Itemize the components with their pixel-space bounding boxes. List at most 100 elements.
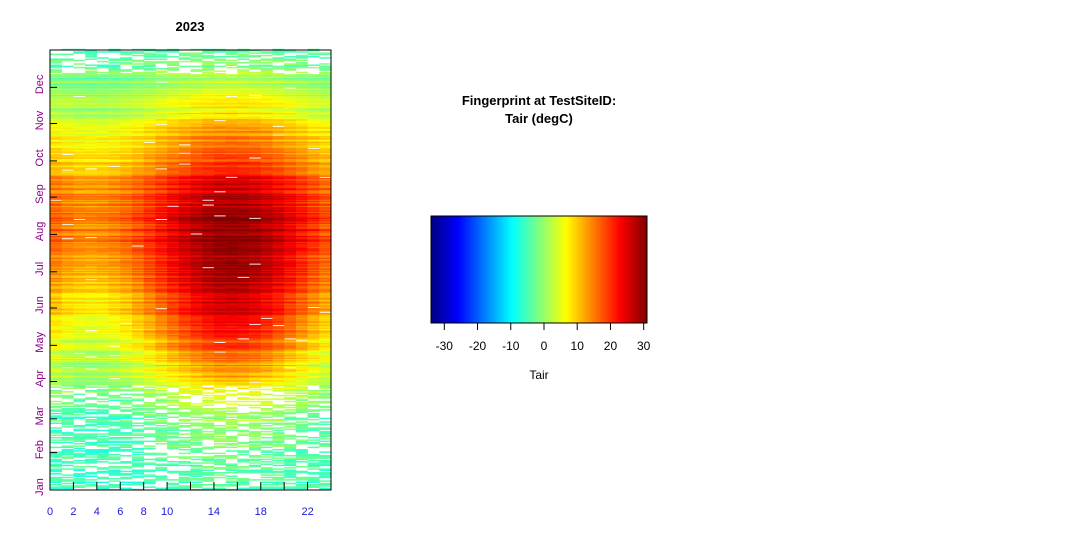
- heatmap-cell: [284, 233, 297, 235]
- heatmap-cell: [143, 423, 156, 426]
- heatmap-cell: [272, 286, 285, 288]
- heatmap-cell: [307, 280, 320, 282]
- heatmap-cell: [190, 408, 203, 410]
- heatmap-cell: [108, 408, 121, 410]
- heatmap-cell: [61, 479, 74, 481]
- heatmap-cell: [85, 192, 98, 194]
- heatmap-cell: [190, 473, 203, 475]
- heatmap-cell: [108, 465, 121, 468]
- heatmap-cell: [213, 203, 226, 205]
- heatmap-cell: [213, 353, 226, 356]
- heatmap-cell: [202, 241, 215, 244]
- heatmap-cell: [202, 361, 215, 363]
- heatmap-cell: [108, 368, 121, 370]
- heatmap-cell: [108, 389, 121, 392]
- heatmap-cell: [190, 379, 203, 381]
- heatmap-cell: [73, 201, 86, 204]
- heatmap-cell: [143, 403, 156, 405]
- heatmap-cell: [284, 461, 297, 463]
- heatmap-cell: [190, 353, 203, 356]
- heatmap-cell: [295, 440, 308, 443]
- heatmap-cell: [50, 216, 63, 218]
- heatmap-cell: [167, 213, 180, 216]
- heatmap-cell: [167, 371, 180, 374]
- heatmap-cell: [108, 268, 121, 270]
- heatmap-cell: [249, 342, 262, 345]
- heatmap-cell: [50, 379, 63, 381]
- heatmap-cell: [213, 273, 226, 275]
- heatmap-cell: [73, 275, 86, 277]
- heatmap-cell: [190, 439, 203, 441]
- heatmap-cell: [73, 236, 86, 239]
- heatmap-cell: [61, 229, 74, 232]
- heatmap-cell: [295, 235, 308, 238]
- heatmap-cell: [61, 451, 74, 453]
- heatmap-cell: [284, 298, 297, 300]
- heatmap-cell: [73, 239, 86, 241]
- heatmap-cell: [85, 312, 98, 315]
- heatmap-cell: [155, 279, 168, 281]
- heatmap-cell: [249, 205, 262, 208]
- heatmap-cell: [178, 322, 191, 324]
- heatmap-cell: [167, 283, 180, 286]
- heatmap-cell: [85, 289, 98, 292]
- heatmap-cell: [272, 370, 285, 373]
- heatmap-cell: [85, 285, 98, 287]
- heatmap-cell: [213, 223, 226, 226]
- heatmap-cell: [96, 217, 109, 220]
- heatmap-cell: [108, 485, 121, 487]
- heatmap-cell: [319, 287, 332, 289]
- heatmap-cell: [96, 429, 109, 432]
- heatmap-cell: [213, 414, 226, 416]
- heatmap-cell: [50, 226, 63, 228]
- heatmap-cell: [202, 316, 215, 318]
- heatmap-cell: [284, 198, 297, 200]
- heatmap-cell: [85, 328, 98, 330]
- heatmap-cell: [295, 365, 308, 368]
- heatmap-cell: [249, 282, 262, 285]
- heatmap-cell: [178, 200, 191, 203]
- heatmap-cell: [249, 236, 262, 239]
- heatmap-cell: [178, 414, 191, 416]
- heatmap-cell: [120, 414, 133, 416]
- heatmap-cell: [237, 254, 250, 257]
- heatmap-cell: [167, 446, 180, 449]
- heatmap-cell: [295, 441, 308, 444]
- heatmap-cell: [167, 374, 180, 376]
- heatmap-cell: [131, 464, 144, 467]
- heatmap-cell: [167, 280, 180, 282]
- heatmap-cell: [108, 305, 121, 308]
- heatmap-cell: [307, 380, 320, 382]
- heatmap-cell: [213, 322, 226, 324]
- heatmap-cell: [73, 376, 86, 379]
- heatmap-cell: [213, 485, 226, 487]
- heatmap-cell: [85, 322, 98, 324]
- heatmap-cell: [85, 389, 98, 392]
- heatmap-cell: [237, 420, 250, 422]
- heatmap-cell: [85, 286, 98, 288]
- heatmap-cell: [143, 395, 156, 398]
- heatmap-cell: [167, 385, 180, 387]
- heatmap-cell: [96, 268, 109, 270]
- heatmap-cell: [260, 199, 273, 201]
- heatmap-cell: [120, 195, 133, 198]
- heatmap-cell: [295, 461, 308, 463]
- heatmap-cell: [96, 282, 109, 285]
- heatmap-cell: [237, 253, 250, 256]
- heatmap-cell: [108, 473, 121, 475]
- heatmap-cell: [284, 310, 297, 312]
- heatmap-cell: [73, 462, 86, 464]
- heatmap-cell: [237, 206, 250, 209]
- heatmap-cell: [73, 358, 86, 361]
- heatmap-cell: [167, 379, 180, 381]
- heatmap-cell: [50, 479, 63, 481]
- heatmap-cell: [167, 392, 180, 394]
- heatmap-cell: [73, 207, 86, 210]
- heatmap-cell: [249, 234, 262, 236]
- heatmap-cell: [249, 329, 262, 332]
- heatmap-cell: [85, 453, 98, 456]
- heatmap-cell: [190, 292, 203, 294]
- heatmap-cell: [249, 379, 262, 381]
- heatmap-cell: [213, 339, 226, 341]
- heatmap-cell: [61, 264, 74, 267]
